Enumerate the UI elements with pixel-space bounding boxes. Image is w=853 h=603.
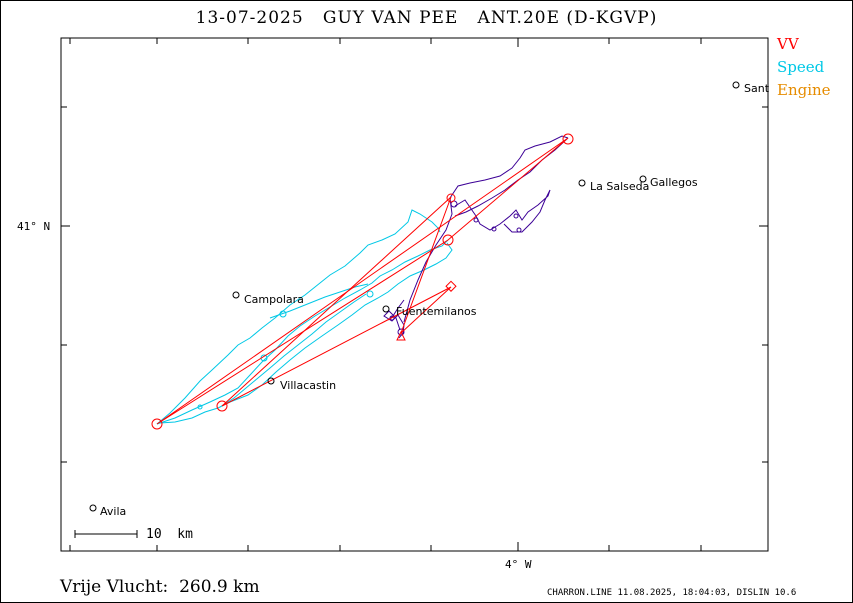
place-marker-la-salseda xyxy=(578,179,586,187)
legend-speed: Speed xyxy=(777,58,825,76)
page-title: 13-07-2025 GUY VAN PEE ANT.20E (D-KGVP) xyxy=(195,8,658,28)
task-lines xyxy=(151,133,574,430)
footer-info: CHARRON.LINE 11.08.2025, 18:04:03, DISLI… xyxy=(547,588,797,598)
scale-bar-label: 10 km xyxy=(146,527,193,542)
turnpoint-marker xyxy=(216,400,228,412)
place-marker-campolara xyxy=(232,291,240,299)
place-label-fuentemilanos: Fuentemilanos xyxy=(396,305,477,318)
legend-engine: Engine xyxy=(777,81,831,99)
turnpoint-marker xyxy=(562,133,574,145)
turnpoint-marker xyxy=(396,330,406,341)
scale-bar xyxy=(74,530,138,538)
turnpoint-marker xyxy=(445,280,457,292)
turnpoint-marker xyxy=(446,193,456,203)
place-marker-villacastin xyxy=(267,377,275,385)
place-label-gallegos: Gallegos xyxy=(650,176,698,189)
axis-ticks xyxy=(61,38,768,551)
place-markers xyxy=(89,81,740,512)
lon-axis-label: 4° W xyxy=(505,558,532,571)
legend-vv: VV xyxy=(777,35,799,53)
place-label-la-salseda: La Salseda xyxy=(590,180,649,193)
legend: VV Speed Engine xyxy=(777,33,831,102)
lat-axis-label: 41° N xyxy=(17,220,50,233)
turnpoint-marker xyxy=(442,234,454,246)
place-label-sant: Sant xyxy=(744,82,770,95)
place-marker-gallegos xyxy=(639,175,647,183)
place-marker-fuentemilanos xyxy=(382,305,390,313)
place-label-campolara: Campolara xyxy=(244,293,304,306)
place-marker-sant xyxy=(732,81,740,89)
map-plot-area xyxy=(60,37,769,552)
flight-track-glide xyxy=(156,209,453,425)
turnpoint-marker xyxy=(151,418,163,430)
place-marker-avila xyxy=(89,504,97,512)
place-label-avila: Avila xyxy=(100,505,126,518)
flight-distance: Vrije Vlucht: 260.9 km xyxy=(60,577,260,597)
place-label-villacastin: Villacastin xyxy=(280,379,336,392)
